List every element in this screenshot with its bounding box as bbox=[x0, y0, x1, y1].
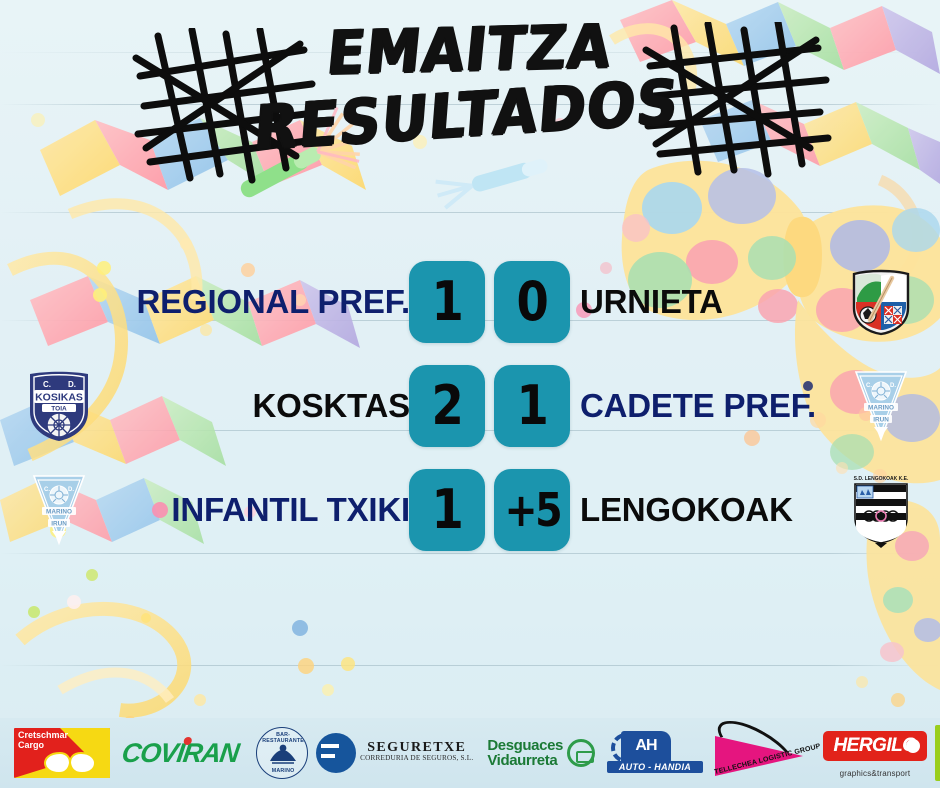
svg-text:MARINO: MARINO bbox=[46, 509, 72, 516]
desguaces-vidaurreta-logo-icon: Desguaces Vidaurreta bbox=[487, 738, 595, 768]
marino-pennant-crest-icon: C. D. MARINO IRUN bbox=[18, 469, 100, 551]
score-box-home: 1 bbox=[409, 261, 485, 343]
score-box-home: 2 bbox=[409, 365, 485, 447]
team-name-right: CADETE PREF. bbox=[580, 387, 816, 424]
team-name-left: INFANTIL TXIKI bbox=[171, 491, 410, 528]
svg-text:C.: C. bbox=[44, 487, 50, 493]
cretschmar-line2: Cargo bbox=[18, 739, 45, 750]
sponsor-coviran[interactable]: COVIRAN bbox=[119, 725, 241, 781]
hergilo-dot-icon bbox=[905, 739, 920, 753]
team-name-left: KOSKTAS bbox=[252, 387, 411, 424]
sponsor-bar: Cretschmar Cargo COVIRAN BAR-RESTAURANTE bbox=[0, 710, 940, 788]
sponsor-tellechea-logistic[interactable]: TELLECHEA LOGISTIC GROUP bbox=[709, 710, 821, 784]
marino-bottom-text: MARINO bbox=[271, 768, 295, 774]
desguaces-line2: Vidaurreta bbox=[487, 752, 558, 769]
sponsor-hergilo[interactable]: HERGILO graphics&transport bbox=[822, 725, 927, 781]
svg-text:D.: D. bbox=[68, 380, 76, 389]
svg-text:IRUN: IRUN bbox=[51, 521, 67, 528]
plank-seam bbox=[0, 212, 940, 213]
urnieta-shield-crest-icon bbox=[840, 261, 922, 343]
sponsor-seguretxe[interactable]: SEGURETXE CORREDURIA DE SEGUROS, S.L. bbox=[316, 725, 473, 781]
tellechea-triangle-icon bbox=[714, 736, 803, 776]
kosktas-shield-crest-icon: C. D. KOSIKAS TOIA bbox=[18, 365, 100, 447]
plank-seam bbox=[0, 665, 940, 666]
seguretxe-sub: CORREDURIA DE SEGUROS, S.L. bbox=[360, 754, 474, 762]
score-box-home: 1 bbox=[409, 469, 485, 551]
f-logo-icon: F bbox=[934, 725, 940, 781]
hergilo-sub: graphics&transport bbox=[839, 769, 911, 778]
marino-top-text: BAR-RESTAURANTE bbox=[262, 732, 305, 744]
result-row: C. D. MARINO IRUN INFANTIL TXIKI bbox=[0, 458, 940, 562]
result-row: REGIONAL PREF. 1 0 URNIETA bbox=[0, 250, 940, 354]
score-value-home: 1 bbox=[431, 270, 464, 333]
result-row: C. D. KOSIKAS TOIA KOSKTAS bbox=[0, 354, 940, 458]
svg-text:C.: C. bbox=[43, 380, 51, 389]
coviran-wordmark: COVIRAN bbox=[119, 737, 241, 768]
svg-text:MARINO: MARINO bbox=[868, 405, 894, 412]
team-name-right: LENGOKOAK bbox=[580, 491, 793, 528]
score-value-home: 1 bbox=[431, 478, 464, 541]
score-box-away: +5 bbox=[494, 469, 570, 551]
score-group: 2 1 bbox=[409, 365, 570, 447]
cretschmar-line1: Cretschmar bbox=[18, 730, 69, 740]
svg-text:TOIA: TOIA bbox=[51, 406, 67, 413]
sponsor-auto-handia[interactable]: AH AUTO - HANDIA bbox=[606, 725, 703, 781]
marino-pennant-crest-icon: C. D. MARINO IRUN bbox=[840, 365, 922, 447]
seguretxe-logo-icon: SEGURETXE CORREDURIA DE SEGUROS, S.L. bbox=[316, 733, 473, 773]
score-value-away: 0 bbox=[516, 270, 549, 333]
sponsor-cretschmar-cargo[interactable]: Cretschmar Cargo bbox=[14, 725, 110, 781]
plank-seam bbox=[0, 52, 940, 53]
svg-text:S.D. LENGOKOAK K.E.: S.D. LENGOKOAK K.E. bbox=[854, 476, 909, 482]
seguretxe-text: SEGURETXE CORREDURIA DE SEGUROS, S.L. bbox=[360, 740, 474, 764]
sponsor-f-logo[interactable]: F bbox=[934, 725, 940, 781]
sponsor-desguaces-vidaurreta[interactable]: Desguaces Vidaurreta bbox=[487, 725, 595, 781]
bar-restaurante-marino-logo-icon: BAR-RESTAURANTE MARINO bbox=[256, 727, 309, 779]
score-box-away: 1 bbox=[494, 365, 570, 447]
svg-text:IRUN: IRUN bbox=[873, 417, 889, 424]
seguretxe-mark-icon bbox=[316, 733, 357, 773]
seguretxe-name: SEGURETXE bbox=[367, 740, 467, 755]
svg-text:KOSIKAS: KOSIKAS bbox=[35, 392, 83, 404]
auto-handia-logo-icon: AH AUTO - HANDIA bbox=[606, 731, 703, 775]
team-name-right: URNIETA bbox=[580, 283, 723, 320]
auto-handia-mark: AH bbox=[620, 731, 671, 761]
score-value-home: 2 bbox=[431, 374, 464, 437]
hergilo-logo-icon: HERGILO graphics&transport bbox=[822, 728, 927, 778]
sponsor-bar-restaurante-marino[interactable]: BAR-RESTAURANTE MARINO bbox=[256, 725, 309, 781]
plank-seam bbox=[0, 104, 940, 105]
plank-seam bbox=[0, 553, 940, 554]
svg-text:D.: D. bbox=[890, 383, 896, 389]
svg-text:D.: D. bbox=[68, 487, 74, 493]
cretschmar-mark-icon bbox=[43, 751, 97, 775]
score-box-away: 0 bbox=[494, 261, 570, 343]
score-value-away: +5 bbox=[504, 483, 562, 537]
marino-emblem-icon bbox=[270, 744, 297, 764]
team-name-left: REGIONAL PREF. bbox=[136, 283, 411, 320]
results-list: REGIONAL PREF. 1 0 URNIETA bbox=[0, 250, 940, 562]
recycle-arrow-icon bbox=[566, 739, 595, 767]
score-group: 1 0 bbox=[409, 261, 570, 343]
auto-handia-name: AUTO - HANDIA bbox=[606, 761, 703, 773]
svg-text:C.: C. bbox=[866, 383, 872, 389]
desguaces-text: Desguaces Vidaurreta bbox=[487, 738, 563, 768]
cretschmar-cargo-logo-icon: Cretschmar Cargo bbox=[14, 728, 110, 778]
desguaces-line1: Desguaces bbox=[487, 737, 563, 754]
hergilo-name: HERGILO bbox=[833, 735, 917, 756]
poster-title: EMAITZA RESULTADOS bbox=[0, 11, 940, 165]
score-group: 1 +5 bbox=[409, 469, 570, 551]
score-value-away: 1 bbox=[516, 374, 549, 437]
cretschmar-text: Cretschmar Cargo bbox=[18, 730, 69, 750]
tellechea-logistic-group-logo-icon: TELLECHEA LOGISTIC GROUP bbox=[709, 710, 821, 784]
lengokoak-shield-crest-icon: S.D. LENGOKOAK K.E. bbox=[840, 469, 922, 551]
coviran-logo-icon: COVIRAN bbox=[119, 736, 241, 769]
